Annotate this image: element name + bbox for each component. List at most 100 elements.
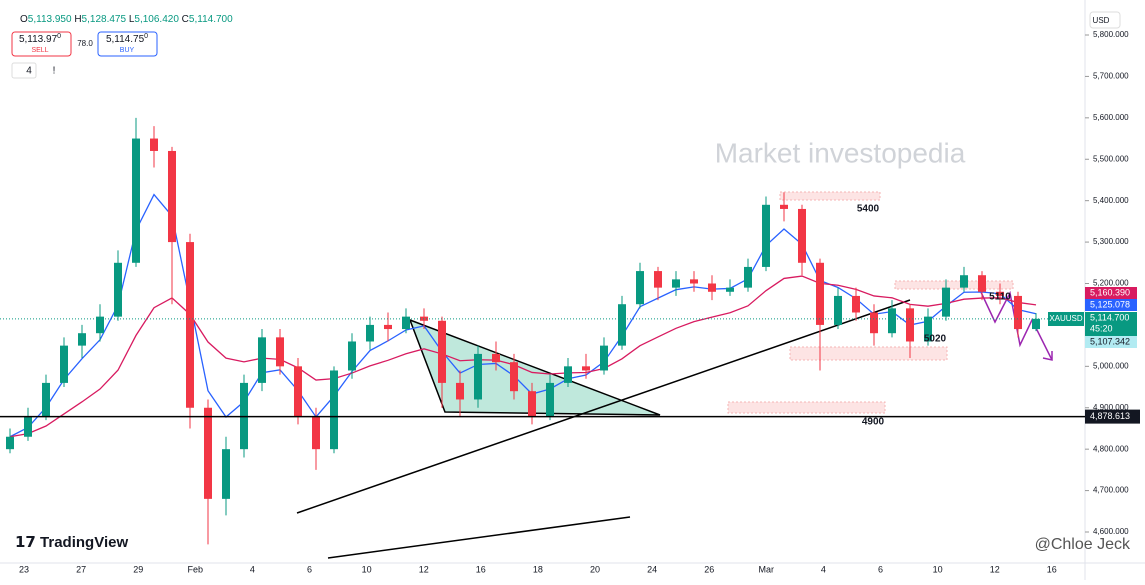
- support-tag: [1085, 409, 1140, 424]
- candle-body: [132, 138, 140, 263]
- x-tick-label: Mar: [759, 564, 775, 574]
- candle-body: [1014, 295, 1022, 330]
- candle-body: [618, 304, 626, 346]
- x-tick-label: 4: [250, 564, 255, 574]
- candle-body: [294, 366, 302, 417]
- annotation: 5110: [989, 292, 1011, 303]
- x-tick-label: 18: [533, 564, 543, 574]
- x-tick-label: 29: [133, 564, 143, 574]
- candle-body: [312, 416, 320, 450]
- price-tag: [1085, 336, 1137, 348]
- candle-body: [96, 316, 104, 334]
- x-tick-label: 12: [419, 564, 429, 574]
- candle-body: [168, 150, 176, 243]
- candle-body: [60, 345, 68, 383]
- candle-body: [798, 208, 806, 263]
- candle-body: [510, 362, 518, 392]
- alert: !: [53, 66, 56, 77]
- candle-body: [348, 341, 356, 371]
- y-tick-label: 5,300.000: [1093, 237, 1129, 246]
- countdown: 45:20: [1090, 323, 1113, 333]
- candle-body: [222, 449, 230, 499]
- ohlc: O5,113.950 H5,128.475 L5,106.420 C5,114.…: [20, 14, 233, 25]
- x-tick-label: 24: [647, 564, 657, 574]
- candle-body: [672, 279, 680, 288]
- candle-body: [330, 370, 338, 450]
- candle-body: [528, 391, 536, 417]
- price-tag: [1085, 299, 1137, 311]
- y-tick-label: 4,900.000: [1093, 403, 1129, 412]
- candle-body: [366, 324, 374, 342]
- price-tag: [1085, 312, 1137, 336]
- y-tick-label: 5,500.000: [1093, 154, 1129, 163]
- y-tick-label: 5,600.000: [1093, 113, 1129, 122]
- candle-body: [906, 308, 914, 342]
- annotation: 4900: [862, 417, 885, 428]
- candle-body: [852, 295, 860, 313]
- y-tick-label: 5,400.000: [1093, 196, 1129, 205]
- candle-body: [258, 337, 266, 383]
- sell-button[interactable]: [11, 31, 72, 57]
- candle-body: [492, 353, 500, 363]
- candle-body: [186, 242, 194, 408]
- y-tick-label: 5,000.000: [1093, 361, 1129, 370]
- buy-button[interactable]: [97, 31, 158, 57]
- price-tag-label: 5,114.700: [1090, 312, 1129, 322]
- candle-body: [888, 308, 896, 334]
- candle-body: [42, 382, 50, 417]
- candle-body: [780, 204, 788, 209]
- x-tick-label: 16: [1047, 564, 1057, 574]
- candle-body: [474, 353, 482, 400]
- candle-body: [564, 366, 572, 383]
- candle-body: [114, 262, 122, 317]
- candle-body: [6, 436, 14, 450]
- candle-body: [924, 316, 932, 342]
- x-tick-label: 10: [933, 564, 943, 574]
- watermark: Market investopedia: [715, 137, 966, 168]
- candle-body: [78, 333, 86, 346]
- sell-label: SELL: [31, 47, 48, 54]
- x-tick-label: 6: [878, 564, 883, 574]
- x-tick-label: 27: [76, 564, 86, 574]
- candle-body: [636, 271, 644, 305]
- x-tick-label: 6: [307, 564, 312, 574]
- candle-body: [402, 316, 410, 330]
- spread: 78.0: [77, 39, 93, 48]
- indicator-toggle[interactable]: [11, 62, 37, 79]
- candle-body: [690, 279, 698, 284]
- x-tick-label: 23: [19, 564, 29, 574]
- buy-label: BUY: [120, 47, 135, 54]
- candle-body: [744, 266, 752, 288]
- candle-body: [708, 283, 716, 292]
- candle-body: [870, 312, 878, 334]
- moving-average: [9, 275, 1037, 438]
- candle-body: [600, 345, 608, 371]
- moving-average: [9, 193, 1037, 438]
- y-tick-label: 5,800.000: [1093, 30, 1129, 39]
- y-tick-label: 4,700.000: [1093, 486, 1129, 495]
- x-tick-label: 12: [990, 564, 1000, 574]
- x-tick-label: 20: [590, 564, 600, 574]
- indicator-count: 4: [26, 66, 32, 77]
- candle-body: [816, 262, 824, 325]
- price-tag-label: 5,107.342: [1090, 336, 1130, 346]
- candle-body: [762, 204, 770, 267]
- author: @Chloe Jeck: [1035, 536, 1131, 553]
- currency-button[interactable]: [1089, 11, 1121, 29]
- x-tick-label: 4: [821, 564, 826, 574]
- candle-body: [384, 324, 392, 330]
- annotation: 5020: [924, 334, 947, 345]
- candle-body: [204, 407, 212, 499]
- candle-body: [834, 295, 842, 325]
- y-tick-label: 5,700.000: [1093, 72, 1129, 81]
- sell-price: 5,113.970: [19, 33, 61, 45]
- candle-body: [654, 271, 662, 288]
- candle-body: [150, 138, 158, 151]
- candle-body: [1032, 318, 1040, 330]
- candle-body: [996, 291, 1004, 296]
- symbol: XAUUSD: [1049, 314, 1083, 323]
- candle-body: [456, 382, 464, 400]
- price-tag-label: 5,160.390: [1090, 287, 1130, 297]
- price-tag: [1085, 287, 1137, 299]
- x-tick-label: 10: [362, 564, 372, 574]
